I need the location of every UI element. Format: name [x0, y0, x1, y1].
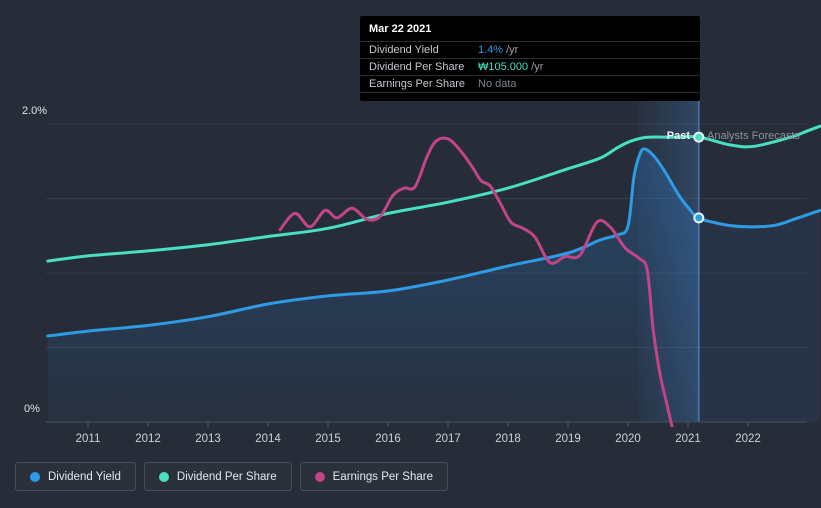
x-axis-label: 2022 — [735, 433, 761, 445]
tooltip-row-dividend-yield: Dividend Yield 1.4%/yr — [360, 42, 700, 59]
dividend-yield-area-past — [47, 148, 699, 422]
hover-band — [637, 100, 699, 422]
legend-item-earnings-per-share[interactable]: Earnings Per Share — [299, 462, 448, 491]
dividend-yield-dot-icon — [30, 471, 40, 482]
tooltip-row-earnings-per-share: Earnings Per Share No data — [360, 76, 700, 93]
tooltip-row-dividend-per-share: Dividend Per Share ₩105.000/yr — [360, 59, 700, 76]
hover-marker-dividend-per-share — [693, 131, 705, 143]
x-axis-label: 2017 — [435, 433, 461, 445]
chart-legend: Dividend Yield Dividend Per Share Earnin… — [15, 462, 448, 491]
tooltip-date: Mar 22 2021 — [360, 16, 700, 42]
x-axis-label: 2018 — [495, 433, 521, 445]
series-line-earnings-per-share — [278, 136, 674, 427]
hover-marker-dividend-yield — [693, 212, 705, 224]
dividend-yield-area-forecast — [698, 210, 820, 422]
x-axis-label: 2014 — [255, 433, 281, 445]
legend-label: Earnings Per Share — [332, 470, 433, 483]
x-axis-label: 2021 — [675, 433, 701, 445]
earnings-per-share-dot-icon — [314, 471, 325, 482]
x-axis-label: 2016 — [375, 433, 401, 445]
x-axis-label: 2013 — [195, 433, 221, 445]
legend-label: Dividend Yield — [48, 470, 121, 483]
dividend-per-share-dot-icon — [158, 471, 169, 482]
series-line-dividend-per-share — [46, 124, 821, 263]
x-axis-label: 2015 — [315, 433, 341, 445]
legend-item-dividend-per-share[interactable]: Dividend Per Share — [143, 462, 292, 491]
y-axis-label-2pct: 2.0% — [22, 105, 48, 117]
x-axis-label: 2020 — [615, 433, 641, 445]
tooltip-label: Dividend Yield — [369, 44, 439, 56]
tooltip-label: Earnings Per Share — [369, 78, 465, 90]
y-axis-label-0pct: 0% — [24, 403, 40, 415]
tooltip-value: ₩105.000 — [478, 61, 529, 73]
tooltip-label: Dividend Per Share — [369, 61, 465, 73]
tooltip-unit: /yr — [531, 61, 544, 73]
tooltip-unit: /yr — [506, 44, 519, 56]
legend-label: Dividend Per Share — [176, 470, 277, 483]
x-axis-label: 2011 — [76, 433, 101, 445]
tooltip-value: 1.4% — [478, 44, 504, 56]
x-axis-label: 2012 — [135, 433, 161, 445]
x-axis-label: 2019 — [555, 433, 581, 445]
chart-tooltip: Mar 22 2021 Dividend Yield 1.4%/yr Divid… — [360, 16, 700, 101]
series-line-dividend-yield — [46, 147, 821, 338]
tooltip-value: No data — [478, 78, 517, 90]
legend-item-dividend-yield[interactable]: Dividend Yield — [15, 462, 136, 491]
